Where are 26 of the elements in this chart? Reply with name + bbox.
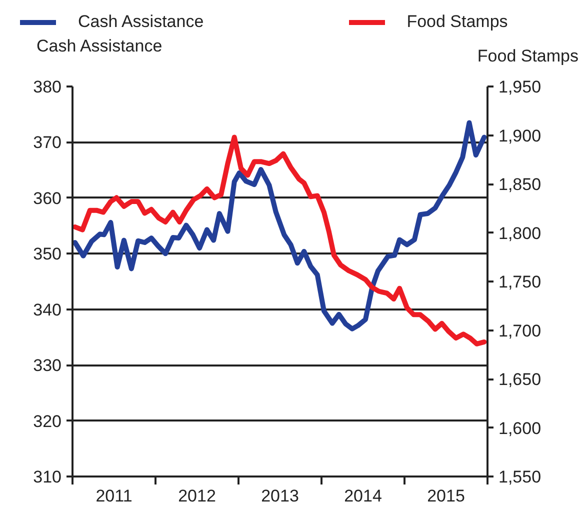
y-tick-label: 370 (33, 133, 62, 152)
y2-tick-label: 1,850 (498, 175, 542, 194)
y2-tick-label: 1,750 (498, 272, 542, 292)
y2-tick-label: 1,800 (498, 224, 542, 243)
x-tick-label: 2011 (96, 486, 132, 505)
y-tick-label: 320 (33, 412, 62, 431)
y-tick-label: 360 (33, 188, 62, 208)
y-tick-label: 340 (33, 300, 62, 320)
y-tick-label: 380 (33, 78, 62, 96)
y-axis-title: Cash Assistance (36, 36, 162, 56)
y-tick-label: 310 (33, 468, 62, 486)
x-tick-label: 2015 (427, 486, 465, 505)
legend-label: Cash Assistance (78, 12, 204, 32)
x-tick-label: 2013 (261, 486, 299, 505)
y-tick-label: 330 (33, 356, 62, 376)
y2-tick-label: 1,600 (498, 418, 542, 438)
y2-tick-label: 1,650 (498, 370, 542, 389)
y2-tick-label: 1,700 (498, 321, 542, 340)
y2-tick-label: 1,900 (498, 126, 542, 146)
y2-tick-label: 1,550 (498, 468, 542, 486)
y-tick-label: 350 (33, 244, 62, 264)
x-tick-label: 2014 (344, 486, 382, 505)
y2-tick-label: 1,950 (498, 78, 542, 96)
y2-axis-title: Food Stamps (477, 46, 579, 66)
legend-label: Food Stamps (406, 12, 508, 32)
x-tick-label: 2012 (178, 486, 216, 505)
